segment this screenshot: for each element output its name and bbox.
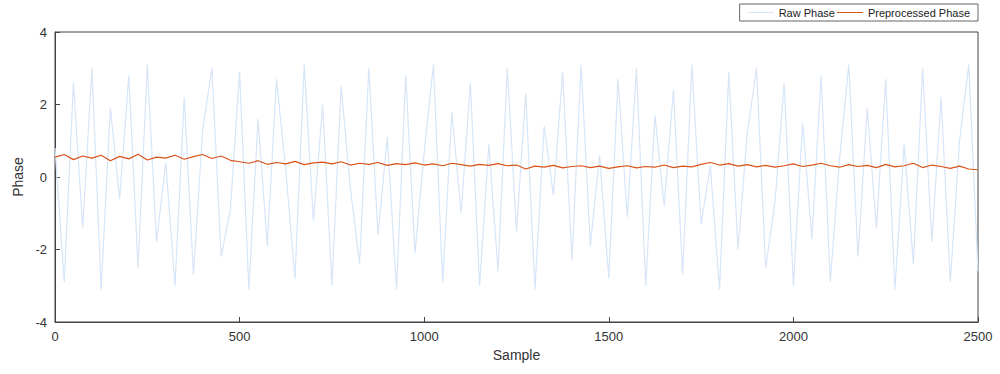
- svg-text:-2: -2: [35, 242, 47, 257]
- svg-text:500: 500: [229, 329, 251, 344]
- svg-text:4: 4: [40, 25, 47, 40]
- svg-text:Phase: Phase: [10, 157, 26, 197]
- svg-text:0: 0: [51, 329, 58, 344]
- svg-text:Sample: Sample: [493, 347, 541, 363]
- svg-text:Preprocessed Phase: Preprocessed Phase: [868, 7, 970, 19]
- svg-text:0: 0: [40, 170, 47, 185]
- svg-text:-4: -4: [35, 315, 47, 330]
- svg-text:1500: 1500: [594, 329, 623, 344]
- svg-text:2000: 2000: [779, 329, 808, 344]
- svg-text:Raw Phase: Raw Phase: [779, 7, 835, 19]
- svg-text:2500: 2500: [964, 329, 993, 344]
- svg-text:1000: 1000: [410, 329, 439, 344]
- svg-text:2: 2: [40, 97, 47, 112]
